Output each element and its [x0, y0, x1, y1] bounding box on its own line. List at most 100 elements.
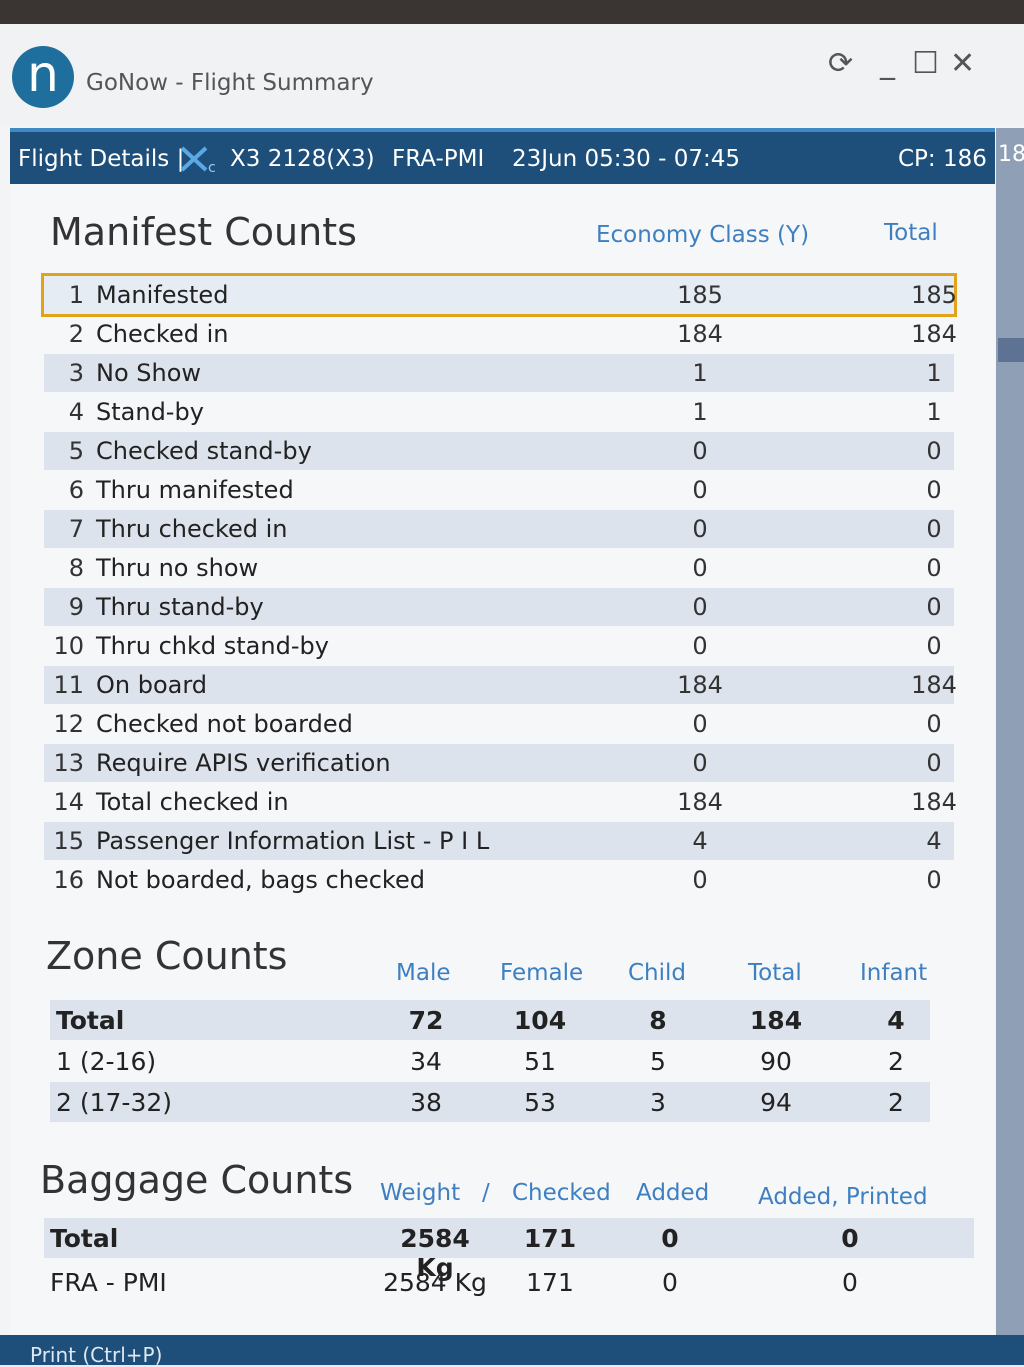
airline-logo-icon: c	[178, 142, 224, 182]
manifest-row[interactable]: 15 Passenger Information List - P I L 4 4	[44, 822, 954, 860]
refresh-icon[interactable]: ⟳	[828, 46, 854, 81]
manifest-row[interactable]: 14 Total checked in 184 184	[44, 783, 956, 821]
zone-row: Total 72 104 8 184 4	[50, 1000, 930, 1040]
total-count: 0	[926, 554, 942, 582]
monitor-bezel	[0, 0, 1024, 24]
zone-header-male: Male	[396, 960, 451, 986]
economy-count: 1	[692, 398, 708, 426]
manifest-row[interactable]: 12 Checked not boarded 0 0	[44, 705, 954, 743]
minimize-icon[interactable]: _	[880, 46, 895, 81]
flight-details-label[interactable]: Flight Details |	[18, 146, 185, 172]
row-label: On board	[96, 671, 208, 699]
economy-count: 0	[692, 554, 708, 582]
manifest-row[interactable]: 7 Thru checked in 0 0	[44, 510, 954, 548]
total-count: 1	[926, 359, 942, 387]
row-number: 4	[68, 398, 84, 426]
total-count: 1	[926, 398, 942, 426]
manifest-row[interactable]: 4 Stand-by 1 1	[44, 393, 954, 431]
baggage-added-value: 0	[661, 1224, 679, 1253]
zone-total-value: 90	[760, 1047, 792, 1076]
zone-header-child: Child	[628, 960, 687, 986]
row-number: 12	[53, 710, 84, 738]
economy-count: 0	[692, 749, 708, 777]
total-count: 0	[926, 749, 942, 777]
baggage-weight-value: 2584 Kg	[400, 1224, 470, 1282]
manifest-row[interactable]: 2 Checked in 184 184	[44, 315, 957, 353]
row-label: Stand-by	[96, 398, 204, 426]
row-label: Total checked in	[96, 788, 289, 816]
close-icon[interactable]: ✕	[950, 46, 976, 81]
baggage-checked-value: 171	[526, 1268, 574, 1297]
zone-infant-value: 2	[888, 1047, 904, 1076]
print-button[interactable]: Print (Ctrl+P)	[30, 1343, 163, 1367]
row-number: 14	[53, 788, 84, 816]
baggage-added-value: 0	[662, 1268, 678, 1297]
total-count: 0	[926, 437, 942, 465]
manifest-row[interactable]: 8 Thru no show 0 0	[44, 549, 954, 587]
row-number: 6	[68, 476, 84, 504]
row-number: 11	[53, 671, 84, 699]
economy-count: 0	[692, 476, 708, 504]
row-number: 16	[53, 866, 84, 894]
zone-counts-title: Zone Counts	[46, 934, 288, 978]
manifest-row[interactable]: 11 On board 184 184	[44, 666, 957, 704]
economy-count: 185	[677, 281, 723, 309]
flight-date-time: 23Jun 05:30 - 07:45	[512, 146, 741, 172]
total-count: 4	[926, 827, 942, 855]
window-title: GoNow - Flight Summary	[86, 70, 374, 96]
zone-label: 2 (17-32)	[56, 1088, 173, 1117]
manifest-counts-title: Manifest Counts	[50, 210, 357, 254]
zone-female-value: 104	[513, 1006, 567, 1035]
zone-child-value: 8	[649, 1006, 667, 1035]
edge-text: 18	[998, 142, 1024, 167]
row-number: 9	[68, 593, 84, 621]
row-label: No Show	[96, 359, 202, 387]
total-count: 184	[911, 320, 957, 348]
row-label: Manifested	[96, 281, 229, 309]
total-header: Total	[884, 220, 938, 246]
row-label: Thru stand-by	[96, 593, 264, 621]
manifest-row[interactable]: 6 Thru manifested 0 0	[44, 471, 954, 509]
economy-count: 1	[692, 359, 708, 387]
zone-infant-value: 4	[887, 1006, 905, 1035]
baggage-label: FRA - PMI	[50, 1268, 167, 1297]
gonow-logo: n	[12, 46, 74, 108]
economy-count: 0	[692, 710, 708, 738]
title-bar: n GoNow - Flight Summary ⟳ _ ☐ ✕	[0, 24, 1024, 124]
manifest-row[interactable]: 3 No Show 1 1	[44, 354, 954, 392]
row-label: Thru no show	[96, 554, 259, 582]
zone-child-value: 3	[650, 1088, 666, 1117]
zone-label: Total	[56, 1006, 125, 1035]
manifest-row[interactable]: 5 Checked stand-by 0 0	[44, 432, 954, 470]
maximize-icon[interactable]: ☐	[912, 46, 939, 81]
manifest-row[interactable]: 9 Thru stand-by 0 0	[44, 588, 954, 626]
baggage-row: Total 2584 Kg 171 0 0	[44, 1218, 974, 1282]
zone-header-infant: Infant	[860, 960, 928, 986]
manifest-row[interactable]: 1 Manifested 185 185	[41, 273, 957, 317]
total-count: 0	[926, 476, 942, 504]
manifest-row[interactable]: 10 Thru chkd stand-by 0 0	[44, 627, 954, 665]
economy-count: 0	[692, 437, 708, 465]
total-count: 0	[926, 593, 942, 621]
app-window: n GoNow - Flight Summary ⟳ _ ☐ ✕ Flight …	[0, 24, 1024, 1367]
zone-row: 1 (2-16) 34 51 5 90 2	[50, 1041, 930, 1081]
zone-infant-value: 2	[888, 1088, 904, 1117]
baggage-label: Total	[50, 1224, 119, 1253]
baggage-row: FRA - PMI 2584 Kg 171 0 0	[44, 1262, 974, 1302]
row-label: Checked stand-by	[96, 437, 312, 465]
zone-total-value: 184	[749, 1006, 803, 1035]
economy-count: 0	[692, 515, 708, 543]
row-label: Passenger Information List - P I L	[96, 827, 490, 855]
background-window-edge: 18	[996, 128, 1024, 1365]
row-number: 1	[68, 281, 84, 309]
economy-count: 4	[692, 827, 708, 855]
total-count: 0	[926, 866, 942, 894]
manifest-row[interactable]: 16 Not boarded, bags checked 0 0	[44, 861, 954, 899]
zone-female-value: 53	[524, 1088, 556, 1117]
baggage-added-printed-value: 0	[841, 1224, 859, 1253]
manifest-row[interactable]: 13 Require APIS verification 0 0	[44, 744, 954, 782]
zone-male-value: 34	[410, 1047, 442, 1076]
economy-count: 184	[677, 320, 723, 348]
total-count: 184	[911, 788, 957, 816]
zone-header-female: Female	[500, 960, 584, 986]
